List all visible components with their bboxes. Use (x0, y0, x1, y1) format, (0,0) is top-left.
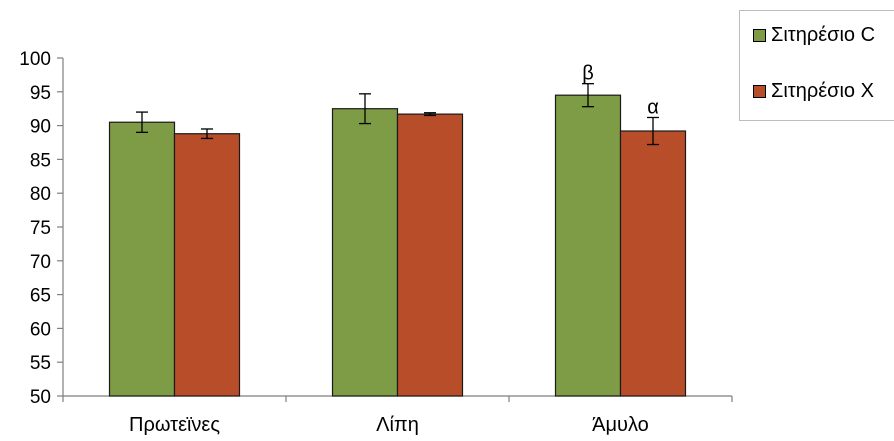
legend-swatch-series-x (753, 85, 766, 98)
y-tick-label: 50 (30, 387, 51, 408)
y-tick-label: 100 (19, 49, 51, 70)
y-tick-label: 95 (30, 83, 51, 104)
y-tick-label: 75 (30, 218, 51, 239)
legend-swatch-series-c (753, 29, 766, 42)
y-tick-label: 65 (30, 286, 51, 307)
chart-labels: Πρωτεϊνες Λίπη Άμυλο β α (129, 63, 659, 436)
bar (554, 94, 622, 397)
x-tick-label: Πρωτεϊνες (129, 414, 220, 436)
y-tick-label: 80 (30, 184, 51, 205)
bar (173, 133, 241, 397)
bar (108, 121, 176, 397)
bar (331, 108, 399, 397)
bar (619, 130, 687, 397)
legend-label-series-x: Σιτηρέσιο Χ (771, 80, 874, 102)
bar (396, 113, 464, 397)
significance-label: β (582, 63, 594, 85)
x-tick-label: Λίπη (376, 414, 419, 436)
y-tick-label: 60 (30, 319, 51, 340)
y-tick-label: 90 (30, 117, 51, 138)
y-tick-label: 70 (30, 252, 51, 273)
chart-bars (108, 83, 687, 397)
x-tick-label: Άμυλο (592, 414, 649, 436)
legend-label-series-c: Σιτηρέσιο C (771, 24, 876, 46)
significance-label: α (647, 96, 659, 118)
y-tick-label: 85 (30, 150, 51, 171)
y-tick-label: 55 (30, 353, 51, 374)
chart-legend: Σιτηρέσιο C Σιτηρέσιο Χ (739, 10, 894, 121)
chart-axes: 50 55 60 65 70 75 80 85 90 95 100 (19, 49, 733, 408)
